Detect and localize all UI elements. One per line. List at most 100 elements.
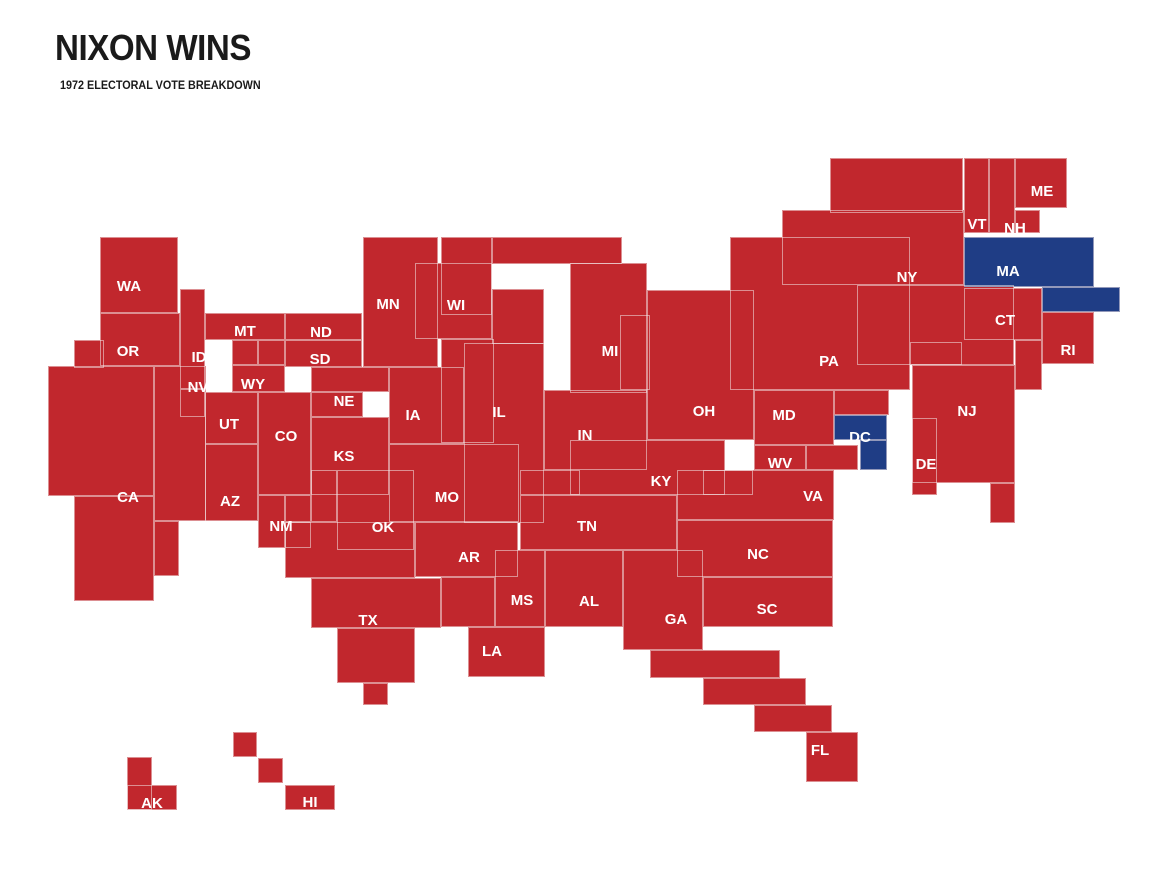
state-nd <box>285 313 362 340</box>
state-border <box>441 339 494 443</box>
state-border <box>703 470 753 495</box>
state-cell <box>441 577 495 627</box>
map-title: NIXON WINS <box>55 27 251 68</box>
state-cell <box>205 444 258 521</box>
state-label-vt: VT <box>967 216 986 233</box>
state-border <box>74 340 104 368</box>
state-cell <box>285 313 362 340</box>
state-cell <box>545 550 623 627</box>
state-cell <box>830 158 963 213</box>
state-border <box>1042 287 1120 312</box>
state-cell <box>754 705 832 732</box>
state-label-ms: MS <box>511 592 534 609</box>
state-cell <box>492 237 622 264</box>
state-cell <box>860 440 887 470</box>
state-border <box>285 522 415 578</box>
state-border <box>703 577 833 627</box>
state-border <box>180 289 205 389</box>
state-border <box>389 367 464 444</box>
state-cell <box>964 158 989 233</box>
state-border <box>337 628 415 683</box>
state-border <box>989 158 1015 233</box>
state-border <box>74 496 154 601</box>
state-label-id: ID <box>192 349 207 366</box>
state-ms <box>495 550 545 627</box>
state-border <box>1015 210 1040 233</box>
state-label-ia: IA <box>406 407 421 424</box>
state-label-ny: NY <box>897 269 918 286</box>
state-cell <box>754 390 834 445</box>
state-cell <box>311 392 363 417</box>
state-border <box>205 444 258 521</box>
state-cell <box>205 392 258 444</box>
state-label-md: MD <box>772 407 795 424</box>
state-md <box>754 390 889 445</box>
state-border <box>730 237 910 390</box>
state-label-co: CO <box>275 428 298 445</box>
state-cell <box>806 732 858 782</box>
state-label-wi: WI <box>447 297 465 314</box>
state-me <box>1015 158 1067 208</box>
state-border <box>857 285 1014 365</box>
state-cell <box>495 550 545 627</box>
state-dc <box>834 415 887 470</box>
state-label-ok: OK <box>372 519 395 536</box>
state-label-ca: CA <box>117 489 139 506</box>
state-label-mi: MI <box>602 343 619 360</box>
state-label-me: ME <box>1031 183 1054 200</box>
state-label-ak: AK <box>141 795 163 812</box>
state-border <box>677 520 833 577</box>
state-border <box>258 392 311 495</box>
state-vt <box>964 158 989 233</box>
state-border <box>834 390 889 415</box>
state-wy <box>232 340 285 392</box>
state-border <box>754 445 806 470</box>
state-cell <box>703 577 833 627</box>
state-al <box>545 550 623 627</box>
state-label-or: OR <box>117 343 140 360</box>
state-cell <box>782 210 964 285</box>
state-cell <box>311 367 389 392</box>
state-border <box>415 263 492 339</box>
state-border <box>647 290 754 440</box>
state-label-ma: MA <box>996 263 1019 280</box>
state-ma <box>964 237 1120 312</box>
state-mt <box>205 313 285 365</box>
state-tx <box>285 522 441 705</box>
state-border <box>285 785 335 810</box>
state-label-ks: KS <box>334 448 355 465</box>
state-cell <box>1042 287 1120 312</box>
state-fl <box>650 650 858 782</box>
state-cell <box>964 237 1094 287</box>
state-border <box>754 705 832 732</box>
state-label-ky: KY <box>651 473 672 490</box>
state-nj <box>912 365 1015 523</box>
state-border <box>258 340 285 365</box>
state-border <box>964 158 989 233</box>
state-label-nj: NJ <box>957 403 976 420</box>
state-cell <box>912 365 1015 483</box>
state-co <box>258 392 311 522</box>
state-label-mn: MN <box>376 296 399 313</box>
state-label-nv: NV <box>188 379 209 396</box>
state-border <box>363 237 438 367</box>
state-border <box>258 758 283 783</box>
state-cell <box>100 237 178 313</box>
state-border <box>232 340 258 365</box>
state-cell <box>520 495 677 550</box>
state-border <box>830 158 963 213</box>
state-label-oh: OH <box>693 403 716 420</box>
map-subtitle: 1972 ELECTORAL VOTE BREAKDOWN <box>60 78 261 92</box>
state-border <box>100 237 178 313</box>
state-border <box>677 470 834 520</box>
state-label-wa: WA <box>117 278 141 295</box>
state-border <box>1015 340 1042 390</box>
state-label-sd: SD <box>310 351 331 368</box>
state-border <box>154 521 179 576</box>
state-border <box>703 678 806 705</box>
state-label-wy: WY <box>241 376 265 393</box>
state-border <box>834 415 887 440</box>
state-border <box>337 470 414 550</box>
state-cell <box>232 365 285 392</box>
state-label-sc: SC <box>757 601 778 618</box>
